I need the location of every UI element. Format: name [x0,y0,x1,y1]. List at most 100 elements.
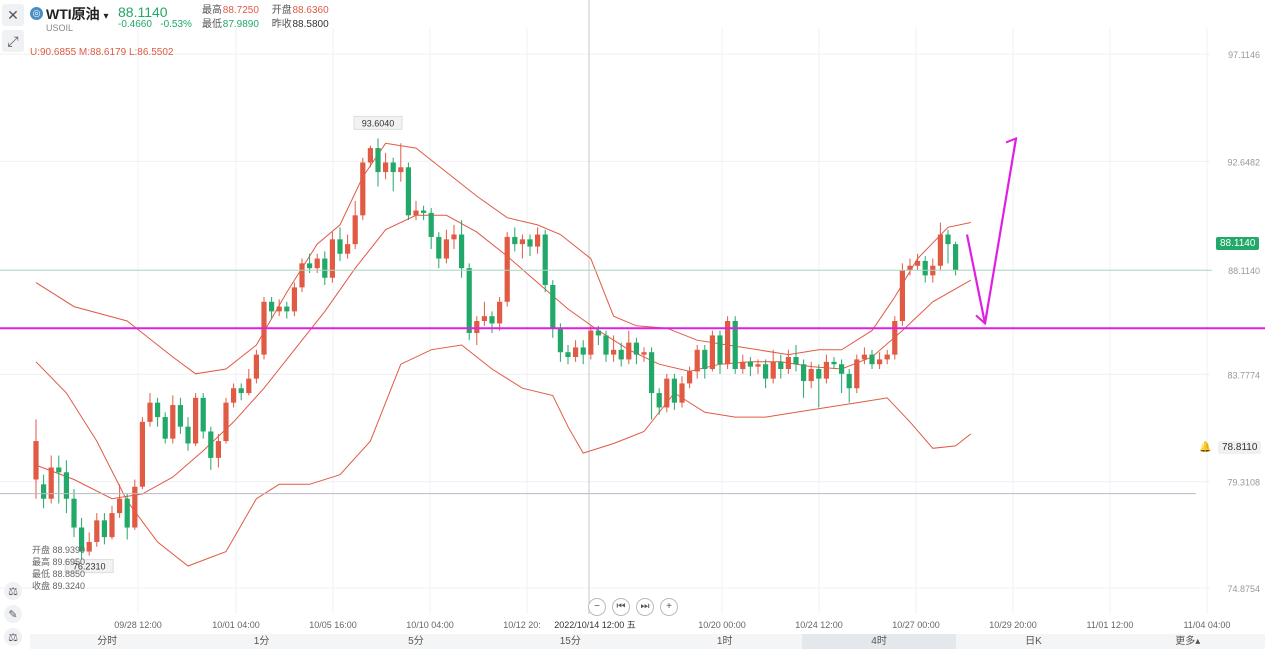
candle-body [291,287,297,312]
price-chart[interactable]: 97.1146 92.6482 88.1140 83.7774 79.3108 74.87… [0,0,1265,634]
scale-button[interactable]: ⚖ [4,628,22,646]
symbol-logo-icon: ◎ [30,7,43,20]
candle-body [337,239,343,254]
candle-body [793,357,799,365]
timeframe-tab[interactable]: 15分 [559,636,581,647]
candle-body [345,244,351,254]
timeframe-tab[interactable]: 分时 [97,636,118,647]
candle-body [953,244,959,271]
boll-upper-line [35,142,971,375]
x-tick-label: 10/20 00:00 [698,620,746,630]
candle-body [185,426,191,444]
candle-body [231,388,237,403]
candle-body [155,402,161,418]
price-change: -0.4660 -0.53% [118,19,192,30]
candle-body [656,393,662,408]
zoom-in-button[interactable]: + [660,598,678,616]
last-price: 88.1140 [118,4,168,20]
candle-body [124,498,130,528]
candle-body [367,148,373,163]
close-button[interactable]: ✕ [2,4,24,26]
candle-body [527,239,533,247]
timeframe-tab[interactable]: 1时 [716,636,733,647]
candle-body [208,431,214,458]
x-tick-label: 10/12 20:00 [503,620,551,630]
candle-body [269,301,275,312]
candle-body [808,369,814,382]
extreme-label-bg [353,115,403,130]
candle-body [899,270,905,321]
candle-body [177,405,183,427]
timeframe-tab[interactable]: 5分 [408,636,424,647]
alarm-price-tag[interactable]: 78.8110 [1218,441,1262,454]
candle-body [573,347,579,358]
symbol-selector[interactable]: WTI原油 ▾ [46,6,109,22]
chart-grid [0,0,1210,614]
timeframe-tab[interactable]: 日K [1025,636,1042,647]
candle-body [519,239,525,245]
candle-body [755,364,761,367]
candle-body [702,349,708,370]
candle-body [33,441,39,480]
candle-body [861,354,867,360]
candle-body [101,520,107,538]
timeframe-tab[interactable]: 更多▴ [1175,636,1201,647]
candle-body [626,342,632,360]
candle-body [869,354,875,365]
scroll-end-button[interactable]: ⏭ [636,598,654,616]
y-tick-label: 88.1140 [1228,266,1260,276]
x-tick-label: 11/04 04:00 [1184,620,1231,630]
candle-body [170,405,176,439]
indicator-button[interactable]: ⚖ [4,582,22,600]
bottom-left-toolbar: ⚖ ✎ ⚖ [4,582,22,651]
candle-body [94,520,100,542]
y-tick-label: 97.1146 [1228,50,1260,60]
candle-body [839,364,845,374]
stat-value: 88.6360 [292,5,329,16]
y-tick-label: 74.8754 [1227,584,1260,594]
candle-body [740,361,746,370]
candle-body [352,215,358,245]
extreme-label: 76.2310 [73,562,106,572]
candle-body [512,236,518,245]
candle-body [892,321,898,355]
crosshair-label-bg [540,617,650,631]
candle-body [215,441,221,458]
candle-body [139,421,145,487]
extreme-label-bg [64,559,114,574]
stat-value: 88.7250 [222,5,259,16]
candle-body [937,234,943,266]
candle-body [117,498,123,514]
scroll-start-button[interactable]: ⏮ [612,598,630,616]
candle-body [459,234,465,269]
forecast-arrows [965,136,1018,326]
candle-body [816,369,822,379]
x-tick-label: 10/01 04:00 [212,620,260,630]
candle-body [550,284,556,329]
candle-body [147,402,153,422]
zoom-out-button[interactable]: − [588,598,606,616]
bell-icon[interactable]: 🔔 [1199,442,1212,453]
x-tick-label: 10/05 16:00 [309,620,357,630]
timeframe-tab[interactable]: 1分 [253,636,270,647]
timeframe-tab[interactable]: 4时 [801,634,957,649]
close-icon: ✕ [7,6,19,23]
candle-body [679,383,685,403]
candle-body [56,467,62,473]
candle-body [436,236,442,259]
candle-body [831,361,837,365]
candle-body [284,306,290,312]
expand-button[interactable]: ⤢ [2,30,24,52]
candle-body [41,484,47,499]
candle-body [474,321,480,334]
candle-body [915,260,921,266]
candle-body [223,402,229,442]
candle-body [390,162,396,173]
candle-body [246,378,252,394]
chevron-down-icon: ▾ [103,11,109,22]
draw-button[interactable]: ✎ [4,605,22,623]
change-percent: -0.53% [160,19,192,30]
candle-body [329,239,335,278]
candle-body [732,321,738,370]
candle-body [877,359,883,365]
